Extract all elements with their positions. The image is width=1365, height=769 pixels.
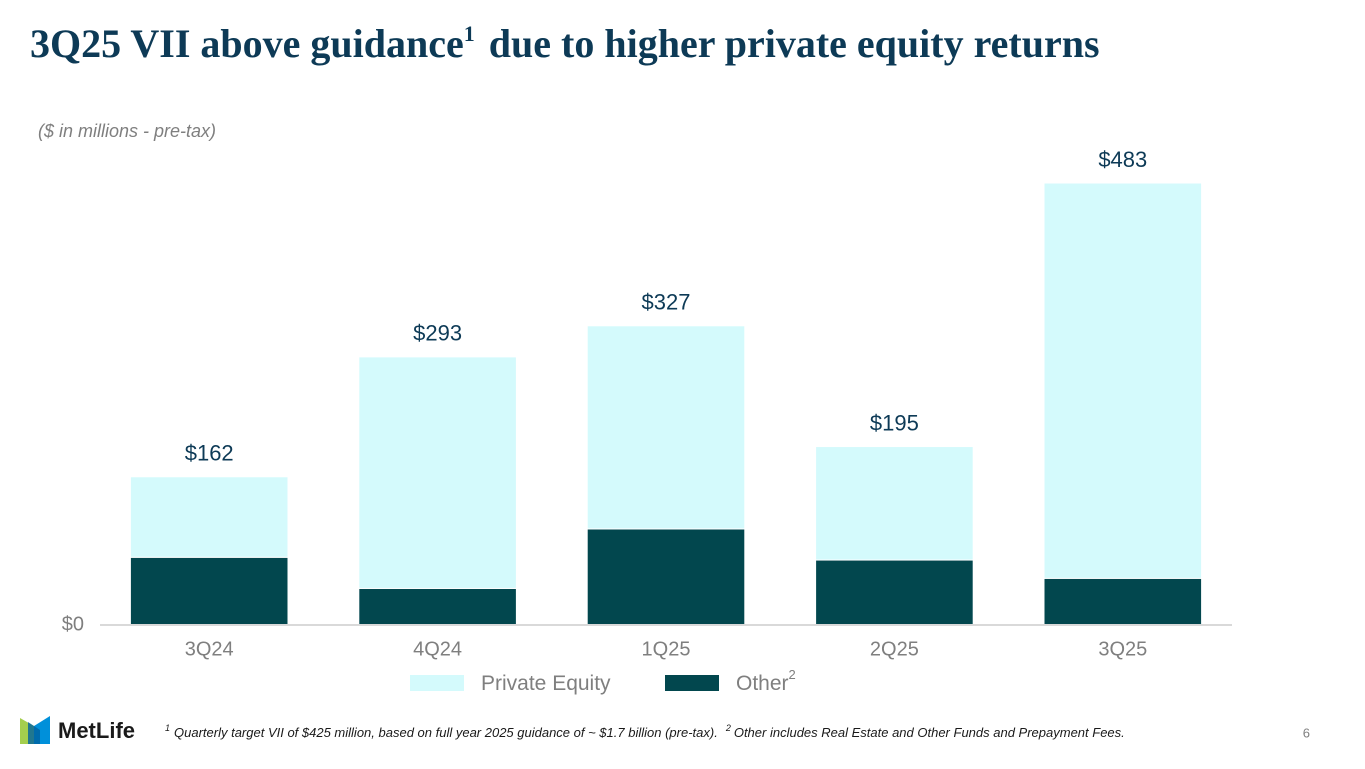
bar-segment [815,559,974,626]
total-label: $483 [1098,147,1147,172]
x-tick-label: 3Q24 [185,638,234,660]
x-tick-label: 3Q25 [1098,638,1147,660]
total-label: $195 [870,410,919,435]
bar-segment [358,587,517,626]
bar-segment [358,356,517,589]
title-sup: 1 [464,21,475,46]
bar-segment [815,446,974,561]
total-label: $293 [413,321,462,346]
legend-label: Private Equity [481,672,611,695]
chart: $162 3Q24 $293 4Q24 $327 1Q25 $195 2Q25 $483 3Q25… [62,147,1232,695]
legend-sup: 2 [789,667,796,682]
x-tick-label: 1Q25 [642,638,691,660]
title-rest: due to higher private equity returns [489,21,1100,66]
legend-name: Other [736,672,789,695]
bar-segment [1043,182,1203,579]
bar-segment [129,556,289,626]
footnote-marker: 2 [725,723,731,733]
footnote-text: Quarterly target VII of $425 million, ba… [174,725,718,740]
logo-icon [20,716,50,744]
legend-swatch [410,675,464,691]
bar-segment [586,325,746,530]
x-tick-label: 2Q25 [870,638,919,660]
y-tick-label: $0 [62,613,84,635]
title-main: 3Q25 VII above guidance [30,21,464,66]
legend-name: Private Equity [481,672,611,695]
bar-segment [586,528,746,626]
footnote-marker: 1 [165,723,170,733]
slide-title: 3Q25 VII above guidance1 due to higher pr… [30,21,1100,66]
footnote-text: Other includes Real Estate and Other Fun… [734,725,1125,740]
page-number: 6 [1303,725,1310,740]
footnotes: 1 Quarterly target VII of $425 million, b… [165,723,1125,740]
subtitle: ($ in millions - pre-tax) [38,121,216,141]
bar-segment [129,476,289,558]
logo-text: MetLife [58,718,135,743]
x-tick-label: 4Q24 [413,638,462,660]
bar-segment [1043,577,1203,626]
legend-label: Other2 [736,667,796,694]
legend-swatch [665,675,719,691]
total-label: $327 [642,290,691,315]
total-label: $162 [185,441,234,466]
logo-shape [28,722,40,744]
